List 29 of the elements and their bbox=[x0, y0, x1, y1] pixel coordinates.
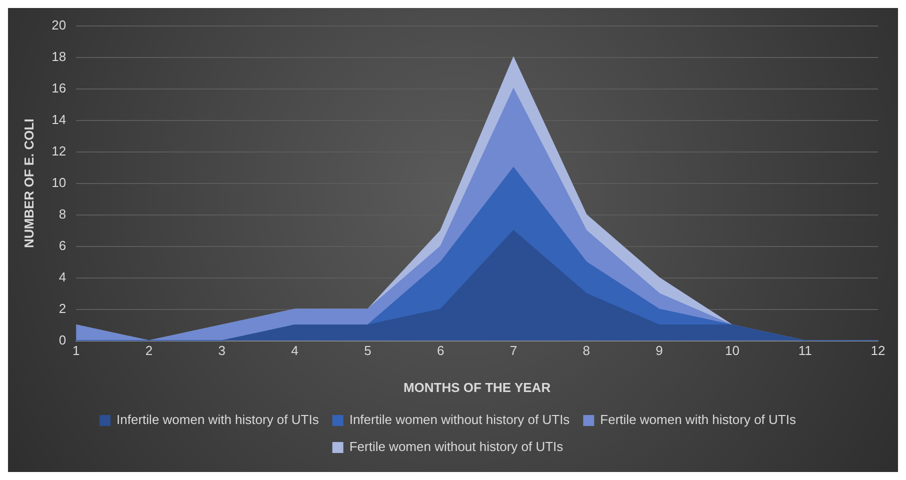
y-axis-title: NUMBER OF E. COLI bbox=[21, 118, 36, 248]
y-tick-label: 12 bbox=[52, 143, 66, 158]
y-tick-label: 4 bbox=[58, 269, 66, 284]
x-tick-label: 6 bbox=[436, 343, 444, 358]
x-axis-title: MONTHS OF THE YEAR bbox=[403, 380, 552, 395]
y-tick-label: 0 bbox=[58, 332, 66, 348]
x-tick-label: 4 bbox=[291, 343, 298, 358]
x-tick-label: 10 bbox=[724, 343, 740, 358]
y-tick-label: 2 bbox=[58, 300, 66, 316]
y-tick-label: 14 bbox=[52, 112, 66, 127]
x-tick-label: 12 bbox=[870, 343, 886, 358]
x-tick-label: 5 bbox=[364, 343, 372, 358]
x-tick-label: 9 bbox=[656, 343, 663, 358]
y-tick-label: 20 bbox=[52, 17, 66, 32]
x-tick-label: 11 bbox=[798, 343, 812, 358]
x-tick-label: 8 bbox=[582, 343, 590, 358]
y-tick-label: 10 bbox=[52, 174, 66, 190]
y-tick-label: 16 bbox=[52, 80, 66, 96]
y-tick-label: 8 bbox=[58, 206, 66, 222]
x-tick-label: 1 bbox=[72, 343, 80, 358]
legend-label: Infertile women with history of UTIs bbox=[116, 412, 320, 428]
legend-label: Fertile women with history of UTIs bbox=[600, 412, 796, 428]
x-tick-label: 3 bbox=[218, 343, 226, 358]
y-tick-label: 18 bbox=[52, 48, 66, 64]
x-tick-label: 2 bbox=[145, 343, 153, 358]
legend-label: Infertile women without history of UTIs bbox=[349, 412, 570, 428]
legend-label: Fertile women without history of UTIs bbox=[349, 439, 564, 454]
y-tick-label: 6 bbox=[58, 238, 66, 253]
x-tick-label: 7 bbox=[510, 343, 518, 358]
